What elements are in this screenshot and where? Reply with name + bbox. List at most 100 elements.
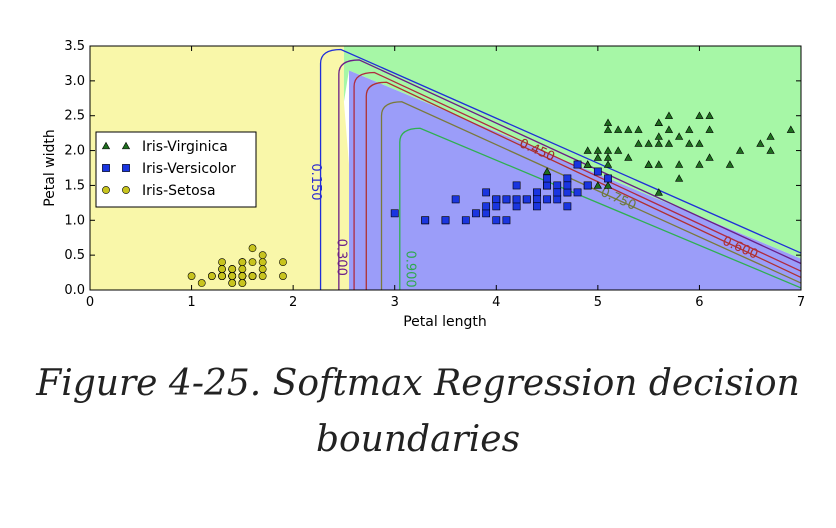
point-iris-virginica-43 <box>664 111 674 119</box>
point-iris-virginica-12 <box>644 139 653 147</box>
point-iris-setosa-16 <box>218 258 226 267</box>
point-iris-setosa-32 <box>238 279 247 287</box>
contour-line-2 <box>353 71 801 290</box>
point-iris-setosa-23 <box>258 251 267 260</box>
contour-line-0 <box>319 48 801 290</box>
point-iris-virginica-20 <box>664 125 674 133</box>
probability-contours <box>319 48 801 290</box>
y-tick-label-1: 0.5 <box>64 248 85 263</box>
y-tick-label-3: 1.5 <box>64 178 85 193</box>
contour-line-4 <box>380 101 801 290</box>
contour-line-1 <box>338 59 801 290</box>
contour-line-5 <box>399 127 801 290</box>
point-iris-virginica-25 <box>695 160 704 168</box>
point-iris-setosa-49 <box>228 272 237 280</box>
contour-label-5: 0.900 <box>402 250 417 287</box>
point-iris-virginica-27 <box>583 160 592 168</box>
point-iris-versicolor-27 <box>593 167 602 176</box>
point-iris-virginica-21 <box>583 146 592 154</box>
point-iris-versicolor-48 <box>390 209 399 218</box>
point-iris-versicolor-22 <box>583 181 592 190</box>
point-iris-versicolor-23 <box>563 202 572 211</box>
point-iris-versicolor-13 <box>563 188 572 197</box>
contour-label-0: 0.150 <box>308 163 323 200</box>
point-iris-versicolor-8 <box>553 195 562 204</box>
caption-line-2: boundaries <box>315 419 521 460</box>
point-iris-versicolor-36 <box>563 181 572 190</box>
legend-label-iris-setosa: Iris-Setosa <box>142 183 216 199</box>
x-tick-label-6: 6 <box>695 295 703 310</box>
point-iris-setosa-45 <box>228 265 237 273</box>
point-iris-versicolor-9 <box>482 188 491 197</box>
point-iris-setosa-42 <box>218 272 226 280</box>
point-iris-virginica-18 <box>786 125 795 133</box>
point-iris-versicolor-29 <box>441 216 450 225</box>
point-iris-virginica-46 <box>614 146 623 154</box>
point-iris-virginica-28 <box>654 139 663 147</box>
point-iris-versicolor-39 <box>492 195 501 204</box>
caption-line-1: Figure 4-25. Softmax Regression decision <box>36 363 800 404</box>
point-iris-virginica-39 <box>634 139 643 147</box>
point-iris-virginica-29 <box>675 174 684 182</box>
point-iris-versicolor-25 <box>533 188 541 197</box>
point-iris-virginica-19 <box>593 181 602 189</box>
x-tick-label-4: 4 <box>492 295 500 310</box>
legend-label-iris-virginica: Iris-Virginica <box>142 139 228 155</box>
point-iris-setosa-35 <box>207 272 216 280</box>
point-iris-versicolor-41 <box>553 188 562 197</box>
point-iris-virginica-11 <box>624 153 633 161</box>
point-iris-versicolor-46 <box>512 195 521 204</box>
legend-marker-iris-virginica-1 <box>121 141 131 150</box>
legend: Iris-Virginica Iris-Versicolor Iris-Setosa <box>95 131 257 208</box>
point-iris-setosa-37 <box>228 279 237 287</box>
point-iris-virginica-44 <box>614 125 623 133</box>
point-iris-virginica-47 <box>634 125 643 133</box>
y-tick-label-2: 1.0 <box>64 213 85 228</box>
x-axis-ticks: 0 1 2 3 4 5 6 7 <box>86 46 805 310</box>
figure-caption: Figure 4-25. Softmax Regression decision… <box>0 356 836 468</box>
point-iris-setosa-43 <box>248 244 257 253</box>
point-iris-virginica-17 <box>766 132 775 140</box>
y-axis-ticks: 0.0 0.5 1.0 1.5 2.0 2.5 3.0 3.5 <box>64 39 801 298</box>
y-tick-label-6: 3.0 <box>64 74 85 89</box>
point-iris-virginica-6 <box>542 167 552 175</box>
legend-marker-iris-versicolor-1 <box>122 164 130 172</box>
point-iris-virginica-35 <box>705 125 714 133</box>
point-iris-virginica-40 <box>654 118 663 126</box>
point-iris-setosa-24 <box>279 272 287 280</box>
point-iris-versicolor-19 <box>482 209 491 218</box>
point-iris-versicolor-49 <box>502 195 511 204</box>
point-iris-setosa-18 <box>258 265 267 273</box>
point-iris-versicolor-30 <box>472 209 480 218</box>
point-iris-versicolor-33 <box>604 174 612 183</box>
data-points <box>187 111 795 287</box>
point-iris-versicolor-37 <box>533 195 541 204</box>
point-iris-setosa-41 <box>218 265 226 273</box>
point-iris-versicolor-40 <box>533 202 541 211</box>
x-tick-label-5: 5 <box>594 295 602 310</box>
point-iris-virginica-5 <box>756 139 765 147</box>
point-iris-versicolor-43 <box>421 216 430 225</box>
contour-line-3 <box>365 81 801 290</box>
point-iris-virginica-4 <box>675 132 684 140</box>
point-iris-virginica-24 <box>664 139 674 147</box>
legend-marker-iris-versicolor-0 <box>102 164 110 172</box>
point-iris-versicolor-47 <box>522 195 531 204</box>
point-iris-versicolor-5 <box>543 195 551 204</box>
point-iris-versicolor-17 <box>502 216 511 225</box>
point-iris-virginica-3 <box>654 160 663 168</box>
point-iris-versicolor-32 <box>482 202 491 211</box>
point-iris-virginica-42 <box>685 125 694 133</box>
point-iris-virginica-34 <box>654 188 663 196</box>
point-iris-setosa-19 <box>238 265 247 273</box>
plot-frame <box>89 45 802 291</box>
point-iris-virginica-31 <box>735 146 745 154</box>
point-iris-versicolor-4 <box>553 181 562 190</box>
point-iris-setosa-5 <box>258 258 267 267</box>
point-iris-versicolor-35 <box>543 174 551 183</box>
y-tick-label-7: 3.5 <box>64 39 85 54</box>
point-iris-setosa-13 <box>197 279 206 287</box>
y-tick-label-4: 2.0 <box>64 144 85 159</box>
